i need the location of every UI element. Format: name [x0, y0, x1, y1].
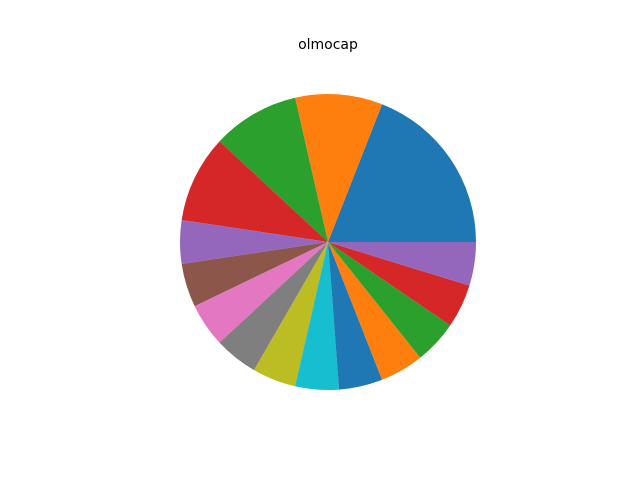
pie-slice-15	[328, 242, 476, 286]
pie-slices	[180, 94, 476, 390]
pie-slice-13	[328, 242, 451, 358]
pie-slice-4	[181, 141, 328, 242]
pie-slice-9	[254, 242, 328, 387]
pie-slice-11	[328, 242, 383, 390]
pie-slice-6	[181, 242, 328, 307]
pie-slice-5	[180, 219, 328, 265]
pie-slice-3	[219, 97, 328, 242]
pie-slice-1	[328, 104, 476, 242]
pie-slice-10	[295, 242, 340, 390]
pie-slice-14	[328, 242, 470, 326]
pie-slice-8	[219, 242, 328, 371]
pie-slice-7	[194, 242, 328, 343]
pie-slice-2	[295, 94, 383, 242]
pie-slice-12	[328, 242, 421, 380]
chart-title: olmocap	[298, 37, 358, 53]
